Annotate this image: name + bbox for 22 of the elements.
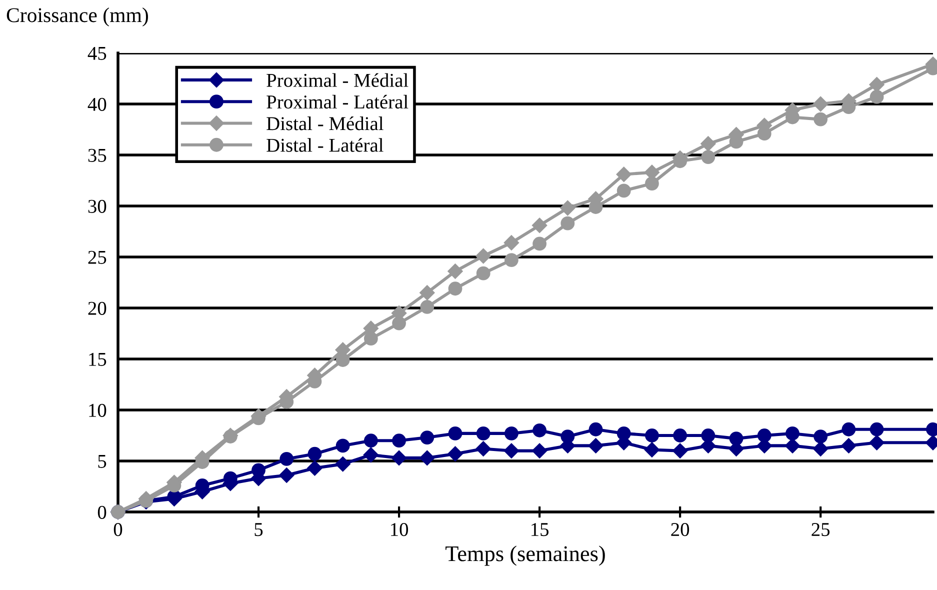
y-tick-label: 20 <box>88 302 106 315</box>
y-tick-label: 40 <box>88 98 106 111</box>
x-tick-label: 15 <box>532 523 549 536</box>
legend-label: Proximal - Latéral <box>266 94 408 109</box>
legend-label: Proximal - Médial <box>266 73 408 87</box>
y-tick-label: 25 <box>88 250 106 264</box>
x-tick-label: 25 <box>812 523 830 536</box>
y-tick-label: 15 <box>89 352 106 366</box>
x-tick-label: 0 <box>114 522 122 536</box>
y-tick-label: 30 <box>88 200 106 213</box>
y-tick-label: 35 <box>88 148 106 162</box>
y-tick-label: 10 <box>89 404 106 417</box>
y-axis-title: Croissance (mm) <box>6 8 148 26</box>
y-tick-label: 0 <box>98 506 106 519</box>
y-tick-label: 45 <box>88 46 106 60</box>
legend-label: Distal - Médial <box>266 116 384 130</box>
x-axis-title: Temps (semaines) <box>446 546 605 566</box>
legend-label: Distal - Latéral <box>266 138 384 152</box>
x-tick-label: 5 <box>254 523 263 536</box>
y-tick-label: 5 <box>98 455 106 468</box>
x-tick-label: 10 <box>391 522 408 536</box>
x-tick-label: 20 <box>671 522 690 536</box>
